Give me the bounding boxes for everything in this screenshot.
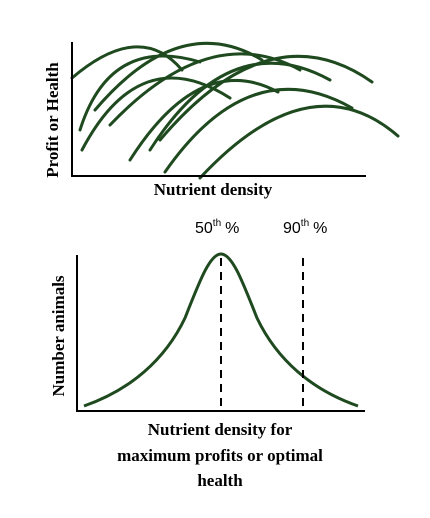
response-curve [78, 54, 202, 132]
distribution-curve [83, 252, 359, 408]
x-axis-label: Nutrient density [154, 180, 273, 199]
y-axis-label: Number animals [49, 275, 68, 396]
percentile-label-50: 50th% [195, 218, 239, 237]
x-axis-label-line-1: Nutrient density for [148, 420, 293, 439]
response-curve [70, 45, 184, 80]
bottom-panel: 50th% 90th% Number animals Nutrient dens… [49, 218, 365, 490]
response-curve [148, 61, 332, 152]
response-curve [158, 54, 374, 142]
response-curve [198, 104, 400, 180]
percentile-label-90: 90th% [283, 218, 327, 237]
percentile-number: 50 [195, 220, 213, 237]
top-panel: Profit or Health Nutrient density [43, 41, 400, 199]
percentile-symbol: % [313, 220, 327, 237]
percentile-number: 90 [283, 220, 301, 237]
response-curve [163, 87, 354, 174]
response-curve [108, 52, 302, 127]
percentile-suffix: th [301, 218, 309, 229]
x-axis-label-line-3: health [197, 471, 243, 490]
response-curves [70, 41, 400, 180]
percentile-symbol: % [225, 220, 239, 237]
x-axis-label-line-2: maximum profits or optimal [117, 446, 323, 465]
percentile-suffix: th [213, 218, 221, 229]
y-axis-label: Profit or Health [43, 62, 62, 178]
response-curve [93, 41, 264, 112]
